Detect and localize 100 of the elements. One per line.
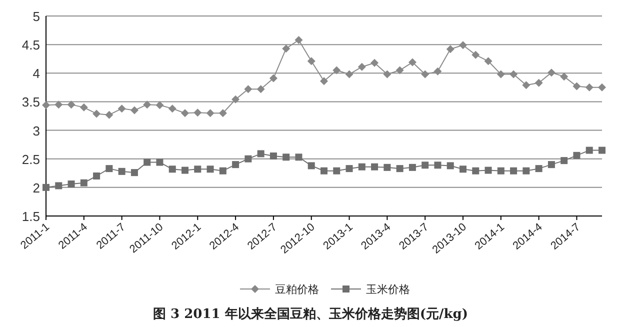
point (295, 154, 302, 161)
point (484, 57, 492, 66)
y-tick-label: 3.5 (22, 94, 40, 110)
point (92, 110, 101, 118)
point (408, 164, 416, 171)
point (535, 165, 542, 172)
point (206, 166, 214, 173)
point (459, 41, 467, 50)
point (55, 182, 62, 190)
point (370, 58, 379, 67)
point (256, 85, 265, 94)
point (144, 158, 151, 166)
point (168, 104, 176, 113)
point (118, 104, 126, 113)
point (522, 81, 530, 90)
point (371, 163, 378, 170)
point (218, 109, 227, 118)
y-tick-label: 2 (32, 180, 40, 196)
point (106, 165, 113, 172)
point (345, 70, 354, 78)
point (118, 168, 126, 175)
point (598, 146, 606, 154)
y-tick-label: 3 (32, 123, 40, 138)
y-tick-label: 4.5 (22, 38, 40, 53)
point (573, 152, 580, 159)
point (547, 68, 556, 77)
point (422, 162, 429, 169)
point (572, 82, 581, 90)
point (484, 166, 492, 174)
point (472, 167, 480, 174)
point (232, 161, 240, 168)
point (232, 95, 240, 104)
point (384, 164, 391, 171)
point (446, 45, 454, 54)
point (560, 72, 568, 81)
point (560, 157, 568, 164)
point (548, 161, 555, 168)
point (42, 184, 50, 191)
point (497, 167, 504, 174)
point (67, 100, 76, 109)
point (156, 101, 164, 110)
y-tick-label: 1.5 (22, 209, 40, 224)
y-tick-label: 4 (32, 66, 40, 82)
point (206, 109, 214, 118)
y-tick-label: 2.5 (22, 152, 40, 167)
point (396, 165, 404, 172)
point (396, 66, 404, 74)
point (308, 162, 315, 170)
point (522, 167, 530, 174)
text: 图 3 2011 年以来全国豆粕、玉米价格走势图(元/kg) (153, 306, 468, 322)
point (460, 166, 466, 173)
point (446, 162, 454, 170)
point (181, 109, 189, 118)
point (270, 152, 277, 160)
point (510, 70, 518, 78)
point (472, 50, 480, 59)
point (383, 70, 392, 78)
point (156, 158, 164, 166)
point (143, 100, 152, 109)
point (219, 167, 226, 174)
point (320, 77, 328, 86)
point (80, 179, 88, 186)
point (510, 167, 518, 174)
point (182, 166, 188, 174)
point (320, 167, 328, 174)
point (194, 108, 202, 117)
point (496, 70, 505, 78)
point (194, 166, 202, 173)
point (586, 146, 593, 154)
point (598, 83, 606, 92)
y-tick-label: 5 (32, 9, 40, 24)
point (130, 169, 138, 176)
point (434, 67, 442, 76)
point (421, 70, 430, 78)
point (93, 172, 100, 180)
point (54, 100, 63, 109)
point (358, 163, 366, 170)
point (585, 83, 594, 92)
point (294, 36, 303, 44)
point (434, 162, 442, 169)
point (282, 154, 290, 161)
point (68, 180, 75, 188)
point (534, 78, 543, 87)
point (269, 74, 278, 82)
point (358, 62, 366, 71)
point (105, 110, 114, 119)
point (244, 155, 252, 162)
point (130, 106, 138, 114)
point (80, 103, 88, 112)
point (307, 57, 316, 66)
legend-label: 玉米价格 (366, 283, 410, 296)
point (244, 85, 252, 94)
legend-label: 豆粕价格 (275, 283, 319, 296)
point (42, 101, 50, 110)
point (408, 58, 416, 66)
point (346, 165, 353, 172)
point (332, 66, 341, 74)
point (333, 167, 340, 174)
point (168, 166, 176, 173)
point (257, 150, 264, 158)
